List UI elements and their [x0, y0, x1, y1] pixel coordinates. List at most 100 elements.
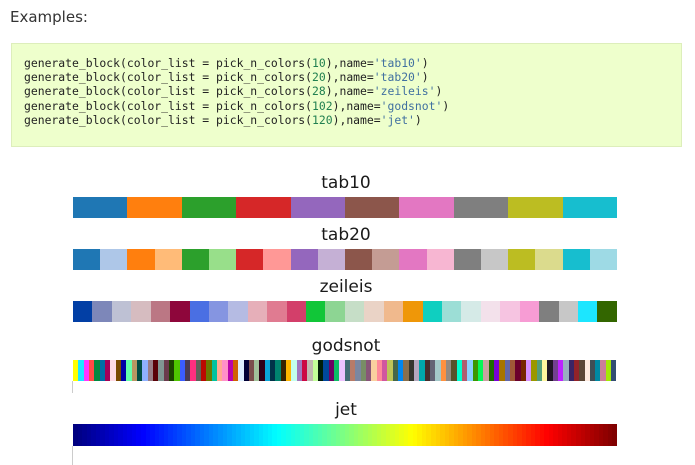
code-token-mid: ),name= — [325, 70, 374, 85]
color-swatch — [387, 360, 393, 381]
color-swatch — [174, 360, 180, 381]
color-swatch — [589, 360, 596, 381]
color-swatch — [267, 424, 273, 446]
color-swatch — [328, 360, 335, 381]
code-token-str: 'jet' — [380, 112, 415, 127]
color-swatch — [208, 301, 229, 322]
color-swatch — [120, 360, 127, 381]
color-swatch — [92, 301, 112, 322]
color-swatch — [254, 360, 260, 381]
color-swatch — [115, 360, 121, 381]
color-swatch — [553, 424, 558, 446]
color-swatch — [422, 301, 443, 322]
code-token-pre: generate_block(color_list = pick_n_color… — [24, 70, 313, 85]
color-swatch — [360, 360, 367, 381]
color-swatch — [304, 424, 309, 446]
color-swatch — [243, 360, 249, 381]
color-swatch — [557, 424, 563, 446]
color-swatch — [544, 424, 549, 446]
color-swatch — [131, 360, 137, 381]
color-swatch — [285, 424, 291, 446]
color-swatch — [104, 360, 111, 381]
code-token-post: ) — [421, 70, 429, 85]
code-token-num: 10 — [312, 56, 326, 70]
color-swatch — [213, 424, 218, 446]
color-swatch — [355, 360, 361, 381]
color-swatch — [548, 424, 554, 446]
color-swatch — [611, 360, 617, 381]
color-swatch — [236, 197, 291, 218]
code-token-str: 'tab10' — [373, 56, 422, 70]
color-swatch — [458, 424, 463, 446]
code-line: generate_block(color_list = pick_n_color… — [24, 113, 669, 127]
color-swatch — [248, 360, 255, 381]
color-swatch — [323, 360, 329, 381]
color-swatch — [499, 360, 505, 381]
color-swatch — [585, 424, 590, 446]
color-swatch — [536, 360, 542, 381]
color-swatch — [444, 424, 450, 446]
color-swatch — [526, 424, 531, 446]
color-swatch — [344, 424, 350, 446]
color-swatch — [508, 424, 513, 446]
color-swatch — [168, 360, 175, 381]
color-swatch — [216, 360, 223, 381]
color-swatch — [535, 424, 540, 446]
color-swatch — [82, 424, 87, 446]
color-swatch — [508, 197, 563, 218]
color-swatch — [331, 424, 336, 446]
color-swatch — [186, 424, 191, 446]
color-swatch — [163, 424, 169, 446]
axis-stub — [72, 446, 73, 465]
color-swatch — [99, 360, 105, 381]
color-swatch — [363, 424, 368, 446]
color-swatch — [109, 424, 114, 446]
color-swatch — [227, 424, 232, 446]
color-swatch — [476, 424, 481, 446]
color-swatch — [195, 424, 200, 446]
color-swatch — [127, 197, 182, 218]
color-swatch — [296, 360, 303, 381]
code-block: generate_block(color_list = pick_n_color… — [11, 43, 682, 147]
color-swatch — [385, 424, 391, 446]
axis-stub — [72, 381, 73, 393]
color-swatch — [562, 424, 567, 446]
color-swatch — [302, 360, 308, 381]
color-swatch — [603, 424, 608, 446]
color-swatch — [317, 424, 323, 446]
color-swatch — [131, 424, 137, 446]
color-swatch — [605, 360, 612, 381]
color-swatch — [344, 360, 351, 381]
code-token-pre: generate_block(color_list = pick_n_color… — [24, 84, 313, 99]
color-swatch — [326, 424, 332, 446]
color-swatch — [291, 360, 297, 381]
color-swatch — [467, 360, 473, 381]
color-swatch — [429, 360, 436, 381]
color-swatch — [449, 424, 454, 446]
color-swatch — [179, 360, 185, 381]
color-swatch — [376, 424, 382, 446]
color-swatch — [500, 301, 520, 322]
color-swatch — [204, 424, 209, 446]
color-swatch — [286, 360, 292, 381]
color-swatch — [227, 360, 233, 381]
color-swatch — [263, 424, 268, 446]
color-swatch — [140, 424, 146, 446]
color-swatch — [577, 301, 598, 322]
code-token-str: 'tab20' — [373, 70, 422, 85]
color-swatch — [280, 360, 287, 381]
code-token-str: 'zeileis' — [373, 84, 436, 99]
color-swatch — [498, 424, 504, 446]
color-swatch — [521, 424, 527, 446]
color-swatch — [453, 424, 459, 446]
color-swatch — [562, 249, 590, 270]
color-swatch — [150, 424, 155, 446]
color-swatch — [594, 424, 599, 446]
color-swatch — [412, 424, 418, 446]
color-swatch — [489, 424, 495, 446]
color-swatch — [461, 301, 481, 322]
color-swatch — [598, 424, 604, 446]
color-swatch — [364, 301, 384, 322]
code-line: generate_block(color_list = pick_n_color… — [24, 99, 669, 113]
color-swatch — [147, 360, 153, 381]
